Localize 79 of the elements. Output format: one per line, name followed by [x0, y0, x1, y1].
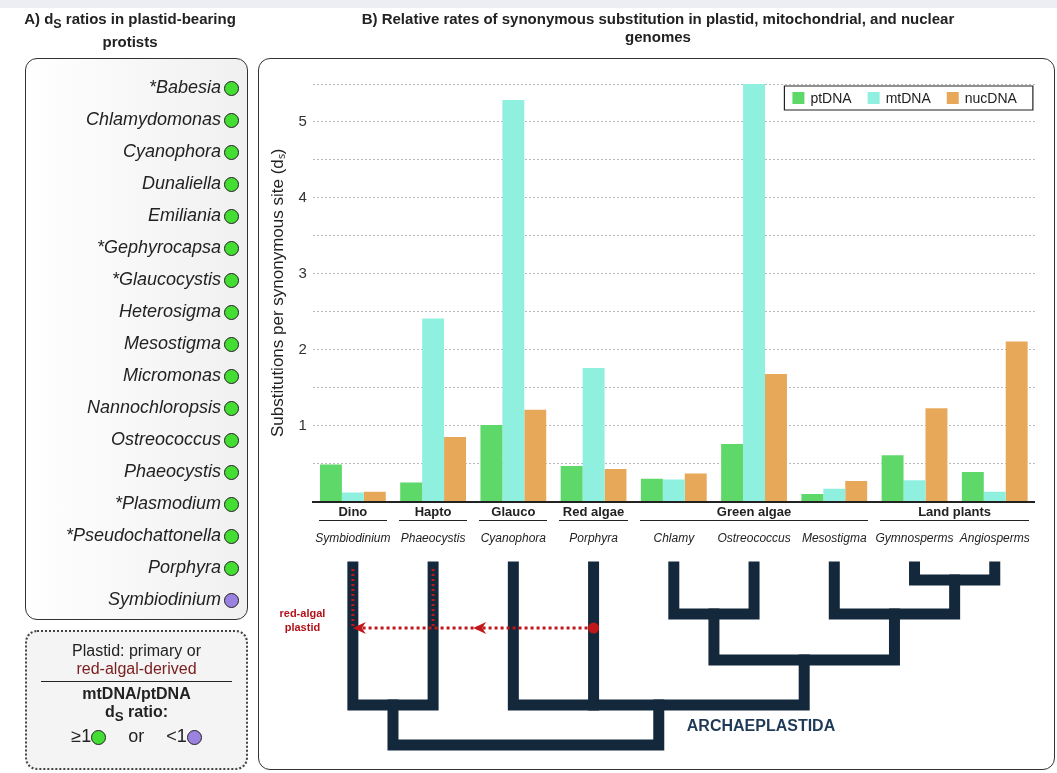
- category-label: Emiliania: [147, 205, 221, 225]
- category-label: Micromonas: [122, 365, 221, 385]
- text: d$_{S}$ ratio:: [103, 703, 170, 725]
- text: ARCHAEPLASTIDA: [686, 717, 836, 735]
- bar: [925, 408, 948, 502]
- y-tick-label: 3: [298, 263, 307, 281]
- text: Hapto: [398, 503, 468, 521]
- bar: [524, 409, 547, 502]
- text: <1: [166, 726, 187, 747]
- text: Glauco: [479, 503, 548, 521]
- text: A) d$_{S}$ ratios in plastid-bearing protists: [23, 10, 237, 51]
- category-label: *Babesia: [148, 77, 221, 97]
- bar: [502, 99, 525, 502]
- legend-label: mtDNA: [885, 89, 932, 106]
- category-label: *Pseudochattonella: [65, 525, 221, 545]
- bar: [662, 479, 685, 502]
- category-label: Heterosigma: [118, 301, 221, 321]
- bar: [765, 374, 787, 502]
- bar: [1005, 341, 1028, 502]
- category-label: *Plasmodium: [114, 493, 221, 513]
- category-label: Symbiodinium: [107, 589, 221, 609]
- text: or: [128, 726, 145, 747]
- category-label: Dunaliella: [141, 173, 221, 193]
- text: Green algae: [639, 503, 869, 521]
- x-tick-label: Phaeocystis: [400, 531, 466, 546]
- text: mtDNA/ptDNA: [81, 685, 192, 703]
- bar: [640, 478, 663, 502]
- category-label: Chlamydomonas: [85, 109, 221, 129]
- bar: [400, 482, 423, 502]
- x-tick-label: Gymnosperms: [875, 531, 954, 546]
- category-label: Phaeocystis: [123, 461, 221, 481]
- text: Plastid: primary or: [71, 642, 202, 660]
- bar: [721, 443, 744, 502]
- bar: [604, 468, 627, 502]
- x-tick-label: Chlamy: [653, 531, 696, 546]
- chart-title: B) Relative rates of synonymous substitution in plastid, mitochondrial, and nuclear genomes: [360, 10, 956, 46]
- bar: [480, 424, 503, 502]
- text: Red algae: [559, 503, 628, 521]
- bar: [684, 473, 707, 502]
- bar: [823, 488, 846, 502]
- x-tick-label: Ostreococcus: [717, 531, 791, 546]
- x-tick-label: Angiosperms: [958, 531, 1030, 546]
- bar: [801, 494, 824, 502]
- text: Land plants: [880, 503, 1029, 521]
- category-label: *Gephyrocapsa: [96, 237, 221, 257]
- bar: [961, 471, 984, 502]
- category-label: *Glaucocystis: [111, 269, 221, 289]
- x-tick-label: Cyanophora: [480, 531, 547, 546]
- bar: [341, 492, 364, 502]
- text: red-algal-derived: [75, 660, 198, 678]
- bar: [903, 480, 926, 502]
- text: ≥1: [71, 726, 92, 747]
- bar: [743, 84, 766, 502]
- bar: [560, 465, 583, 502]
- x-tick-label: Porphyra: [569, 531, 619, 546]
- bar: [881, 455, 904, 502]
- x-tick-label: Mesostigma: [801, 531, 867, 546]
- category-label: Mesostigma: [123, 333, 221, 353]
- category-label: Cyanophora: [122, 141, 221, 161]
- category-label: Ostreococcus: [110, 429, 221, 449]
- text: Dino: [318, 503, 387, 521]
- bar: [363, 491, 386, 502]
- bar: [422, 318, 445, 502]
- text: red-algal plastid: [278, 606, 327, 634]
- legend-label: nucDNA: [964, 89, 1018, 106]
- bar: [983, 491, 1006, 502]
- y-tick-label: 4: [298, 188, 307, 206]
- bar: [444, 437, 466, 502]
- category-label: Nannochloropsis: [86, 397, 221, 417]
- bar: [845, 481, 868, 502]
- legend-label: ptDNA: [810, 89, 853, 106]
- bar: [582, 367, 605, 502]
- y-tick-label: 5: [298, 112, 307, 130]
- x-tick-label: Symbiodinium: [315, 531, 391, 546]
- y-axis-title: Substitutions per synonymous site (dₛ): [267, 148, 287, 438]
- y-tick-label: 1: [298, 415, 307, 433]
- y-tick-label: 2: [298, 339, 307, 357]
- bar: [319, 464, 342, 502]
- category-label: Porphyra: [147, 557, 221, 577]
